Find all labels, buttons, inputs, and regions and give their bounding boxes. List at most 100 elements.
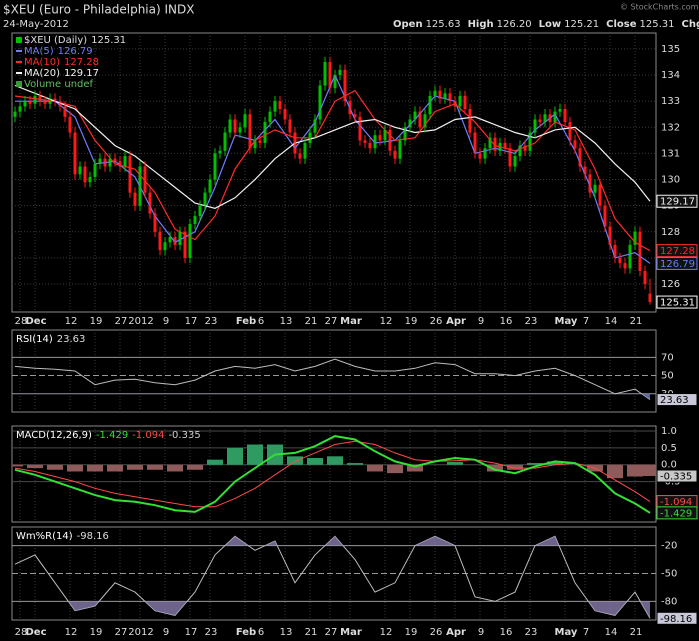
x-tick-label: 23 [525,627,538,638]
moving-average-line [14,84,651,209]
y-tick-label: -50 [661,569,677,580]
signal-line [14,440,651,508]
legend-label: MA(5) [24,46,54,57]
value-tag [656,194,698,208]
value-tag [656,244,698,258]
histogram-bar [247,444,263,465]
y-tick-label: 134 [661,70,680,81]
histogram-bar [347,463,363,465]
indicator-title: RSI(14) [16,334,53,345]
histogram-bar [47,464,63,470]
quote-value: 126.20 [497,19,532,30]
histogram-bar [487,464,503,472]
value-tag [656,393,698,407]
value-tag-label: -1.094 [660,497,692,508]
histogram-bar [127,464,143,470]
x-tick-label: 27 [115,316,128,327]
histogram-bar [547,461,563,465]
x-tick-label: 7 [583,316,589,327]
x-tick-label: 13 [280,627,293,638]
histogram-bar [607,464,623,479]
histogram-bar [107,464,123,472]
y-tick-label: 130 [661,175,680,186]
x-tick-label: Dec [25,627,46,638]
quote-value: 125.31 [640,19,675,30]
histogram-bar [67,464,83,472]
x-tick-label: 21 [305,316,318,327]
x-tick-label: Dec [25,316,46,327]
x-tick-label: 19 [90,316,103,327]
x-tick-label: 27 [115,627,128,638]
quote-value: 125.21 [564,19,599,30]
x-tick-label: 9 [163,316,169,327]
quote-label: Low [539,19,561,30]
histogram-bar [287,456,303,465]
extreme-fill [68,601,650,619]
histogram-bar [367,464,383,472]
indicator-value: -1.094 [132,430,164,441]
y-tick-label: 0.0 [661,460,677,471]
x-tick-label: 16 [500,627,513,638]
legend-value: 127.28 [64,57,99,68]
x-tick-label: 9 [478,627,484,638]
x-tick-label: Mar [340,627,362,638]
histogram-bar [167,464,183,472]
legend-label: $XEU (Daily) [24,35,87,46]
indicator-value: 23.63 [57,334,86,345]
y-tick-label: 131 [661,148,680,159]
x-tick-label: 14 [605,627,618,638]
x-tick-label: 14 [605,316,618,327]
histogram-bar [627,464,643,477]
x-tick-label: 17 [185,627,198,638]
legend-label: MA(20) [24,68,60,79]
x-tick-label: 23 [205,627,218,638]
value-tag-label: 125.31 [660,298,695,309]
x-tick-label: Feb [236,627,256,638]
y-tick-label: 133 [661,96,680,107]
value-tag-label: -0.335 [660,472,692,483]
x-tick-label: 2012 [128,316,153,327]
x-tick-label: May [555,627,578,638]
header-date: 24-May-2012 [3,19,69,30]
x-tick-label: 23 [525,316,538,327]
histogram-bar [447,462,463,465]
macd-line [14,435,651,514]
x-tick-label: 26 [430,316,443,327]
quote-label: Open [393,19,423,30]
x-tick-label: 9 [163,627,169,638]
value-tag-label: 129.17 [660,197,695,208]
x-tick-label: 12 [65,316,78,327]
histogram-bar [207,459,223,465]
y-tick-label: 126 [661,279,680,290]
histogram-bar [642,464,656,477]
panel-frame [11,329,657,413]
x-tick-label: Apr [446,627,466,638]
x-tick-label: 7 [583,627,589,638]
legend-value: 126.79 [58,46,93,57]
x-tick-label: 27 [325,316,338,327]
x-tick-label: 19 [90,627,103,638]
histogram-bar [327,456,343,465]
histogram-bar [27,464,43,469]
x-tick-label: 19 [405,316,418,327]
histogram-bar [12,464,23,467]
histogram-bar [507,464,523,470]
x-tick-label: 9 [478,316,484,327]
header-title: $XEU (Euro - Philadelphia) INDX [3,3,194,17]
indicator-title: MACD(12,26,9) [16,430,92,441]
value-tag [656,611,698,625]
value-tag-label: -1.429 [660,508,692,519]
value-tag [656,256,698,270]
x-tick-label: Apr [446,316,466,327]
x-tick-label: 21 [630,316,643,327]
x-tick-label: 27 [325,627,338,638]
y-tick-label: 128 [661,227,680,238]
value-tag [656,295,698,309]
plot [14,358,651,401]
y-tick-label: -80 [661,596,677,607]
x-tick-label: May [555,316,578,327]
legend-value: 129.17 [64,68,99,79]
indicator-value: -1.429 [96,430,128,441]
value-tag [656,469,698,483]
